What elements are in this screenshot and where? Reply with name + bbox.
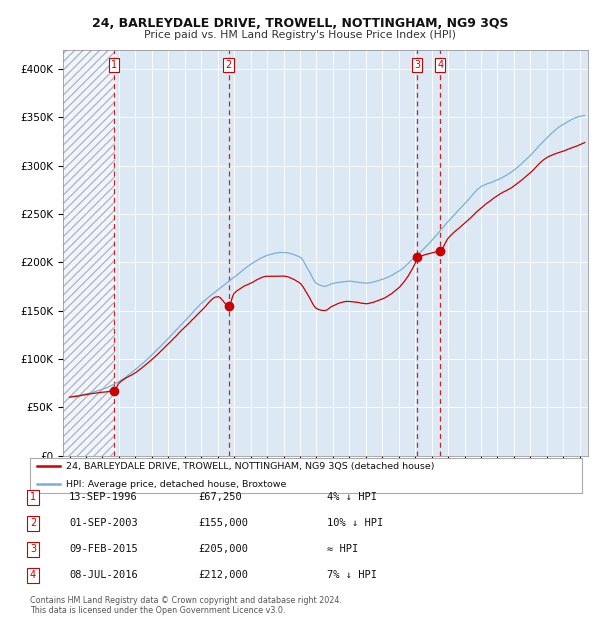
Text: 24, BARLEYDALE DRIVE, TROWELL, NOTTINGHAM, NG9 3QS: 24, BARLEYDALE DRIVE, TROWELL, NOTTINGHA…	[92, 17, 508, 30]
Text: HPI: Average price, detached house, Broxtowe: HPI: Average price, detached house, Brox…	[66, 479, 286, 489]
Text: 1: 1	[111, 60, 117, 70]
Text: 4: 4	[437, 60, 443, 70]
Text: 4% ↓ HPI: 4% ↓ HPI	[327, 492, 377, 502]
Text: 10% ↓ HPI: 10% ↓ HPI	[327, 518, 383, 528]
Text: 24, BARLEYDALE DRIVE, TROWELL, NOTTINGHAM, NG9 3QS (detached house): 24, BARLEYDALE DRIVE, TROWELL, NOTTINGHA…	[66, 462, 434, 471]
Text: 13-SEP-1996: 13-SEP-1996	[69, 492, 138, 502]
Text: 2: 2	[30, 518, 36, 528]
Text: Price paid vs. HM Land Registry's House Price Index (HPI): Price paid vs. HM Land Registry's House …	[144, 30, 456, 40]
Text: ≈ HPI: ≈ HPI	[327, 544, 358, 554]
Bar	[63, 50, 115, 456]
Text: £205,000: £205,000	[198, 544, 248, 554]
Text: 4: 4	[30, 570, 36, 580]
Text: 3: 3	[30, 544, 36, 554]
Text: 2: 2	[226, 60, 232, 70]
Text: 3: 3	[414, 60, 420, 70]
Text: 7% ↓ HPI: 7% ↓ HPI	[327, 570, 377, 580]
Text: 09-FEB-2015: 09-FEB-2015	[69, 544, 138, 554]
Text: £155,000: £155,000	[198, 518, 248, 528]
Text: 01-SEP-2003: 01-SEP-2003	[69, 518, 138, 528]
Text: £212,000: £212,000	[198, 570, 248, 580]
Bar	[63, 50, 115, 456]
Text: Contains HM Land Registry data © Crown copyright and database right 2024.
This d: Contains HM Land Registry data © Crown c…	[30, 596, 342, 615]
Text: £67,250: £67,250	[198, 492, 242, 502]
Text: 08-JUL-2016: 08-JUL-2016	[69, 570, 138, 580]
Text: 1: 1	[30, 492, 36, 502]
